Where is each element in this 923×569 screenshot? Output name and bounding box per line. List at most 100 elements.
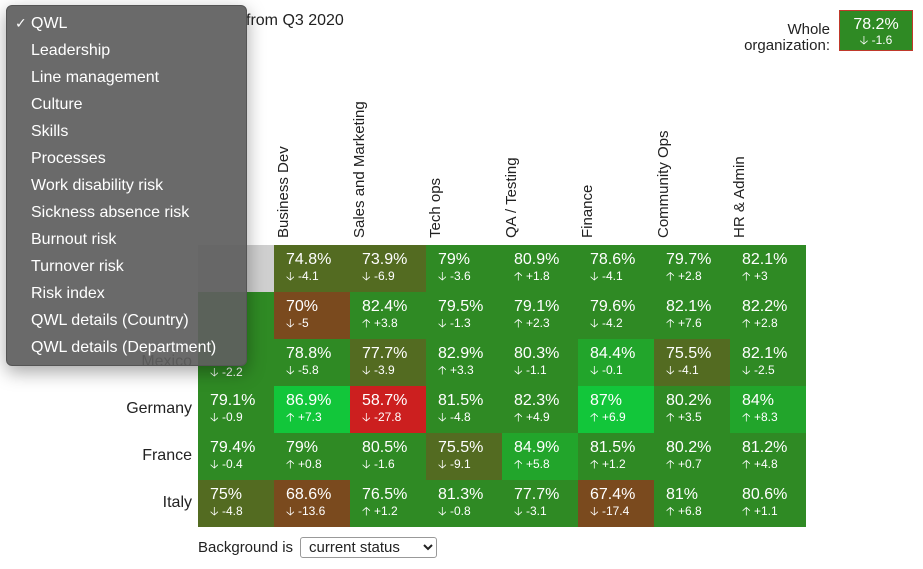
heatmap-cell[interactable]: 79.1% 🡡 +2.3 bbox=[502, 292, 578, 339]
heatmap-cell[interactable]: 80.9% 🡡 +1.8 bbox=[502, 245, 578, 292]
heatmap-cell[interactable]: 82.1% 🡣 -2.5 bbox=[730, 339, 806, 386]
arrow-down-icon: 🡣 bbox=[859, 33, 869, 47]
cell-value: 80.3% bbox=[514, 345, 560, 362]
heatmap-cell[interactable]: 82.1% 🡡 +7.6 bbox=[654, 292, 730, 339]
arrow-down-icon: 🡣 bbox=[286, 269, 295, 283]
menu-item-processes[interactable]: Processes bbox=[31, 150, 106, 167]
menu-item-turnover-risk[interactable]: Turnover risk bbox=[31, 258, 124, 275]
heatmap-cell[interactable]: 79.4% 🡣 -0.4 bbox=[198, 433, 274, 480]
column-header-sales-and-marketing: Sales and Marketing bbox=[350, 2, 426, 242]
heatmap-cell[interactable]: 84% 🡡 +8.3 bbox=[730, 386, 806, 433]
heatmap-cell[interactable]: 77.7% 🡣 -3.9 bbox=[350, 339, 426, 386]
heatmap-cell[interactable]: 75.5% 🡣 -4.1 bbox=[654, 339, 730, 386]
heatmap-cell[interactable]: 77.7% 🡣 -3.1 bbox=[502, 480, 578, 527]
heatmap-cell[interactable]: 75.5% 🡣 -9.1 bbox=[426, 433, 502, 480]
heatmap-cell[interactable]: 81% 🡡 +6.8 bbox=[654, 480, 730, 527]
heatmap-cell[interactable]: 79.5% 🡣 -1.3 bbox=[426, 292, 502, 339]
cell-delta: 🡣 -13.6 bbox=[286, 504, 326, 518]
cell-value: 68.6% bbox=[286, 486, 332, 503]
column-header-label: Community Ops bbox=[655, 130, 672, 238]
heatmap-cell[interactable]: 68.6% 🡣 -13.6 bbox=[274, 480, 350, 527]
heatmap-cell[interactable]: 84.4% 🡣 -0.1 bbox=[578, 339, 654, 386]
heatmap-cell[interactable]: 75% 🡣 -4.8 bbox=[198, 480, 274, 527]
heatmap-cell[interactable]: 81.2% 🡡 +4.8 bbox=[730, 433, 806, 480]
cell-value: 79.1% bbox=[514, 298, 560, 315]
menu-item-qwl-details-country-[interactable]: QWL details (Country) bbox=[31, 312, 189, 329]
arrow-down-icon: 🡣 bbox=[590, 316, 599, 330]
cell-value: 79.5% bbox=[438, 298, 484, 315]
background-select[interactable]: current status bbox=[300, 537, 437, 558]
menu-item-work-disability-risk[interactable]: Work disability risk bbox=[31, 177, 164, 194]
heatmap-cell[interactable]: 79.1% 🡣 -0.9 bbox=[198, 386, 274, 433]
heatmap-cell[interactable]: 79% 🡡 +0.8 bbox=[274, 433, 350, 480]
heatmap-cell[interactable]: 80.2% 🡡 +0.7 bbox=[654, 433, 730, 480]
cell-delta: 🡡 +6.9 bbox=[590, 410, 626, 424]
arrow-down-icon: 🡣 bbox=[210, 504, 219, 518]
menu-item-sickness-absence-risk[interactable]: Sickness absence risk bbox=[31, 204, 190, 221]
heatmap-cell[interactable]: 70% 🡣 -5 bbox=[274, 292, 350, 339]
heatmap-cell[interactable]: 76.5% 🡡 +1.2 bbox=[350, 480, 426, 527]
arrow-down-icon: 🡣 bbox=[742, 363, 751, 377]
heatmap-cell[interactable]: 67.4% 🡣 -17.4 bbox=[578, 480, 654, 527]
cell-value: 58.7% bbox=[362, 392, 408, 409]
arrow-up-icon: 🡡 bbox=[590, 457, 599, 471]
heatmap-cell[interactable]: 78.6% 🡣 -4.1 bbox=[578, 245, 654, 292]
heatmap-cell[interactable]: 81.3% 🡣 -0.8 bbox=[426, 480, 502, 527]
heatmap-cell[interactable]: 79.6% 🡣 -4.2 bbox=[578, 292, 654, 339]
arrow-up-icon: 🡡 bbox=[286, 457, 295, 471]
heatmap-cell[interactable]: 73.9% 🡣 -6.9 bbox=[350, 245, 426, 292]
menu-item-qwl[interactable]: ✓ QWL bbox=[7, 10, 246, 37]
arrow-up-icon: 🡡 bbox=[286, 410, 295, 424]
heatmap-cell[interactable]: 74.8% 🡣 -4.1 bbox=[274, 245, 350, 292]
cell-delta: 🡣 -5.8 bbox=[286, 363, 319, 377]
cell-delta: 🡡 +4.9 bbox=[514, 410, 550, 424]
heatmap-cell[interactable]: 80.2% 🡡 +3.5 bbox=[654, 386, 730, 433]
heatmap-cell[interactable]: 79% 🡣 -3.6 bbox=[426, 245, 502, 292]
cell-delta: 🡡 +1.8 bbox=[514, 269, 550, 283]
arrow-up-icon: 🡡 bbox=[362, 504, 371, 518]
menu-item-line-management[interactable]: Line management bbox=[31, 69, 160, 86]
menu-item-risk-index[interactable]: Risk index bbox=[31, 285, 105, 302]
arrow-down-icon: 🡣 bbox=[362, 410, 371, 424]
menu-item-leadership[interactable]: Leadership bbox=[31, 42, 111, 59]
heatmap-cell[interactable]: 84.9% 🡡 +5.8 bbox=[502, 433, 578, 480]
cell-delta: 🡣 -6.9 bbox=[362, 269, 395, 283]
heatmap-cell[interactable]: 82.2% 🡡 +2.8 bbox=[730, 292, 806, 339]
column-header-tech-ops: Tech ops bbox=[426, 2, 502, 242]
heatmap-cell[interactable]: 87% 🡡 +6.9 bbox=[578, 386, 654, 433]
cell-value: 86.9% bbox=[286, 392, 332, 409]
column-header-label: Tech ops bbox=[427, 177, 444, 238]
heatmap-cell[interactable]: 78.8% 🡣 -5.8 bbox=[274, 339, 350, 386]
row-label-france: France bbox=[142, 447, 192, 464]
arrow-up-icon: 🡡 bbox=[742, 269, 751, 283]
arrow-up-icon: 🡡 bbox=[666, 316, 675, 330]
arrow-down-icon: 🡣 bbox=[514, 504, 523, 518]
heatmap-cell[interactable]: 80.5% 🡣 -1.6 bbox=[350, 433, 426, 480]
heatmap-cell[interactable]: 79.7% 🡡 +2.8 bbox=[654, 245, 730, 292]
row-label-italy: Italy bbox=[162, 494, 192, 511]
heatmap-cell[interactable]: 82.4% 🡡 +3.8 bbox=[350, 292, 426, 339]
menu-item-culture[interactable]: Culture bbox=[31, 96, 83, 113]
column-header-label: QA / Testing bbox=[503, 157, 520, 238]
cell-value: 80.9% bbox=[514, 251, 560, 268]
arrow-up-icon: 🡡 bbox=[742, 316, 751, 330]
heatmap-cell[interactable]: 58.7% 🡣 -27.8 bbox=[350, 386, 426, 433]
arrow-down-icon: 🡣 bbox=[438, 410, 447, 424]
arrow-up-icon: 🡡 bbox=[514, 457, 523, 471]
heatmap-cell[interactable]: 82.3% 🡡 +4.9 bbox=[502, 386, 578, 433]
arrow-down-icon: 🡣 bbox=[362, 457, 371, 471]
heatmap-cell[interactable]: 82.1% 🡡 +3 bbox=[730, 245, 806, 292]
heatmap-cell[interactable]: 86.9% 🡡 +7.3 bbox=[274, 386, 350, 433]
menu-item-qwl-details-department-[interactable]: QWL details (Department) bbox=[31, 339, 217, 356]
heatmap-cell[interactable]: 80.3% 🡣 -1.1 bbox=[502, 339, 578, 386]
heatmap-cell[interactable]: 80.6% 🡡 +1.1 bbox=[730, 480, 806, 527]
menu-item-burnout-risk[interactable]: Burnout risk bbox=[31, 231, 117, 248]
cell-delta: 🡣 -27.8 bbox=[362, 410, 402, 424]
cell-delta: 🡡 +3.5 bbox=[666, 410, 702, 424]
heatmap-cell[interactable]: 81.5% 🡡 +1.2 bbox=[578, 433, 654, 480]
heatmap-cell[interactable]: 81.5% 🡣 -4.8 bbox=[426, 386, 502, 433]
metric-dropdown-menu[interactable]: ✓ QWL Leadership Line management Culture Skil… bbox=[6, 5, 247, 366]
heatmap-cell[interactable]: 82.9% 🡡 +3.3 bbox=[426, 339, 502, 386]
menu-item-skills[interactable]: Skills bbox=[31, 123, 69, 140]
cell-value: 67.4% bbox=[590, 486, 636, 503]
